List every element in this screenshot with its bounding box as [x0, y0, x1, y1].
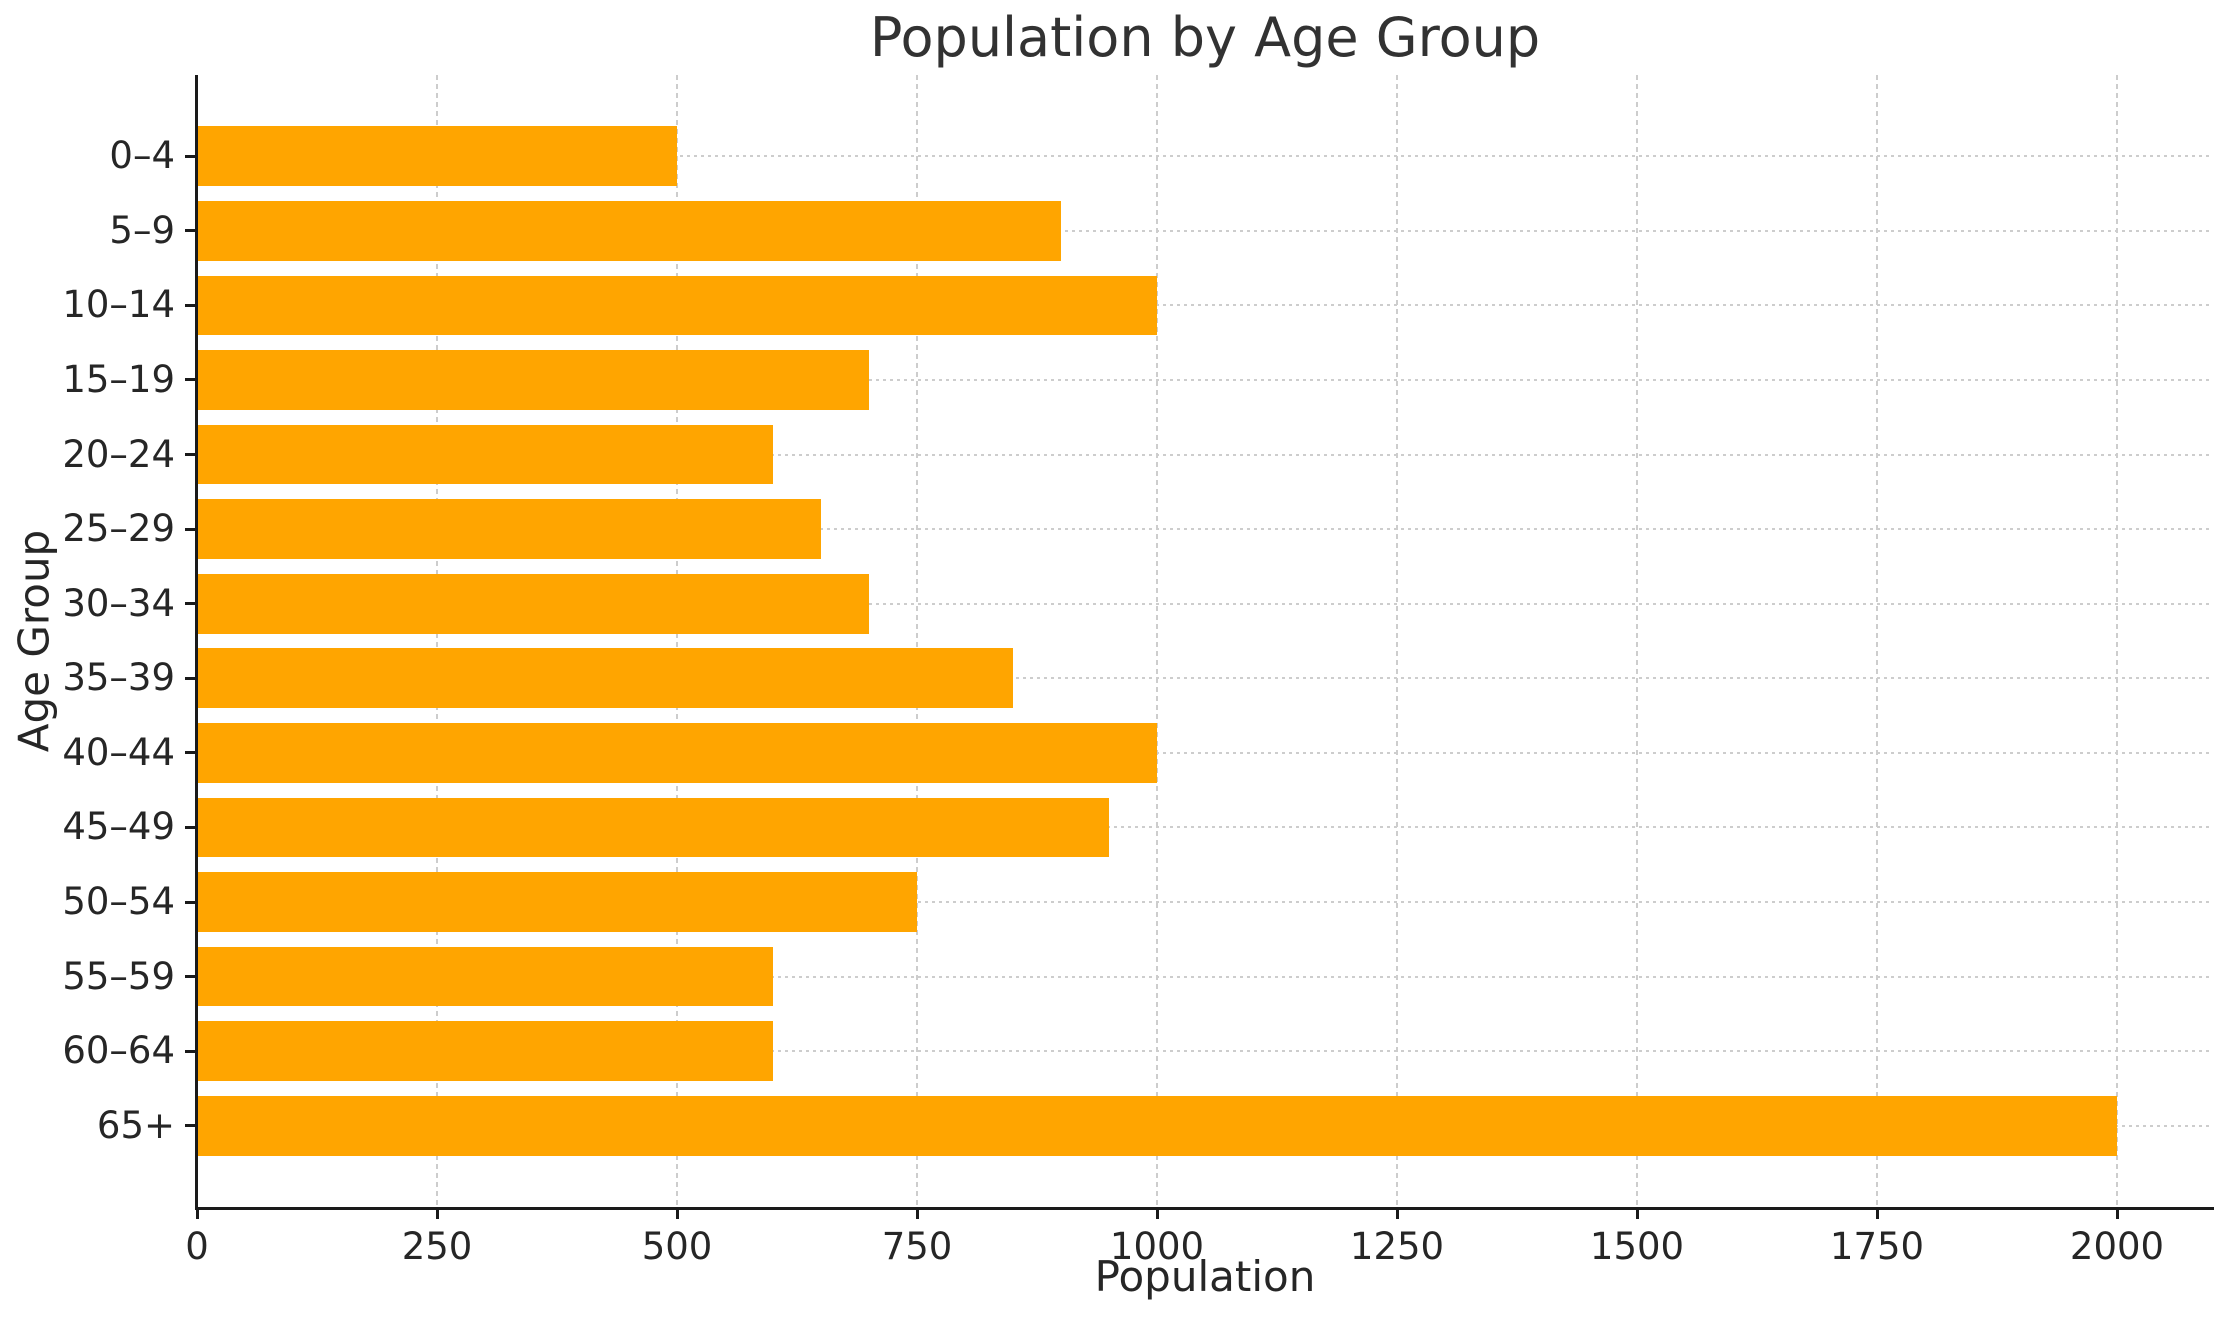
x-tick-label: 1500 — [1589, 1225, 1685, 1268]
x-axis-label: Population — [1094, 1252, 1316, 1301]
y-tick-mark — [185, 1124, 197, 1128]
gridline-horizontal — [197, 229, 2213, 232]
bar — [197, 424, 773, 485]
bar — [197, 1095, 2117, 1156]
gridline-vertical — [436, 75, 438, 1207]
chart-title: Population by Age Group — [869, 6, 1541, 69]
x-tick-label: 0 — [185, 1225, 209, 1268]
bar — [197, 797, 1109, 858]
x-tick-label: 1750 — [1829, 1225, 1925, 1268]
y-tick-label: 40–44 — [62, 730, 175, 774]
x-tick-mark — [1155, 1207, 1159, 1219]
y-tick-mark — [185, 229, 197, 233]
y-tick-mark — [185, 303, 197, 307]
y-tick-label: 0–4 — [109, 134, 175, 178]
y-tick-mark — [185, 527, 197, 531]
gridline-horizontal — [197, 975, 2213, 978]
x-tick-mark — [435, 1207, 439, 1219]
x-tick-mark — [1395, 1207, 1399, 1219]
bar — [197, 499, 821, 559]
y-tick-mark — [185, 975, 197, 979]
gridline-vertical — [1396, 75, 1398, 1207]
gridline-horizontal — [197, 155, 2213, 158]
x-tick-label: 250 — [401, 1225, 473, 1268]
bar — [197, 872, 917, 932]
gridline-horizontal — [197, 304, 2213, 307]
y-axis-label: Age Group — [9, 529, 59, 753]
x-tick-label: 1250 — [1349, 1225, 1445, 1268]
gridline-horizontal — [197, 602, 2213, 605]
y-tick-label: 20–24 — [62, 432, 175, 476]
y-tick-mark — [185, 378, 197, 382]
plot-area — [197, 75, 2213, 1207]
bar — [197, 201, 1061, 261]
gridline-vertical — [2116, 75, 2118, 1207]
x-tick-label: 1000 — [1109, 1225, 1205, 1268]
y-tick-mark — [185, 154, 197, 158]
gridline-horizontal — [197, 1050, 2213, 1053]
bar — [197, 275, 1157, 336]
y-tick-mark — [185, 1049, 197, 1053]
x-tick-mark — [675, 1207, 679, 1219]
bar — [197, 350, 869, 410]
gridline-horizontal — [197, 528, 2213, 531]
gridline-vertical — [1156, 75, 1158, 1207]
y-tick-label: 10–14 — [62, 283, 175, 327]
gridline-vertical — [1876, 75, 1878, 1207]
gridline-horizontal — [197, 378, 2213, 381]
y-tick-label: 15–19 — [62, 357, 175, 401]
y-tick-mark — [185, 676, 197, 680]
x-tick-mark — [2115, 1207, 2119, 1219]
gridline-vertical — [1636, 75, 1638, 1207]
x-tick-mark — [915, 1207, 919, 1219]
y-tick-label: 5–9 — [109, 208, 175, 252]
x-tick-label: 2000 — [2069, 1225, 2165, 1268]
bar — [197, 648, 1013, 709]
y-tick-label: 50–54 — [62, 880, 175, 923]
gridline-horizontal — [197, 453, 2213, 456]
bar — [197, 723, 1157, 783]
y-tick-label: 45–49 — [62, 805, 175, 849]
y-tick-mark — [185, 602, 197, 606]
y-tick-label: 25–29 — [62, 507, 175, 551]
gridline-horizontal — [197, 826, 2213, 829]
y-tick-label: 55–59 — [62, 954, 175, 998]
x-tick-mark — [195, 1207, 199, 1219]
bar — [197, 1021, 773, 1081]
y-tick-label: 65+ — [96, 1103, 175, 1147]
x-tick-mark — [1635, 1207, 1639, 1219]
y-tick-mark — [185, 751, 197, 755]
x-axis-spine — [195, 1207, 2214, 1210]
y-tick-label: 30–34 — [62, 581, 175, 625]
y-tick-mark — [185, 900, 197, 904]
bar — [197, 946, 773, 1007]
x-tick-label: 750 — [881, 1225, 953, 1268]
gridline-vertical — [916, 75, 918, 1207]
y-axis-spine — [195, 75, 198, 1210]
bar — [197, 126, 677, 187]
y-tick-mark — [185, 453, 197, 457]
x-tick-mark — [1875, 1207, 1879, 1219]
gridline-vertical — [676, 75, 678, 1207]
y-tick-mark — [185, 825, 197, 829]
y-tick-label: 35–39 — [62, 656, 175, 700]
x-tick-label: 500 — [641, 1225, 713, 1268]
gridline-horizontal — [197, 677, 2213, 680]
gridline-horizontal — [197, 751, 2213, 754]
bar — [197, 573, 869, 634]
y-tick-label: 60–64 — [62, 1029, 175, 1073]
gridline-horizontal — [197, 901, 2213, 903]
